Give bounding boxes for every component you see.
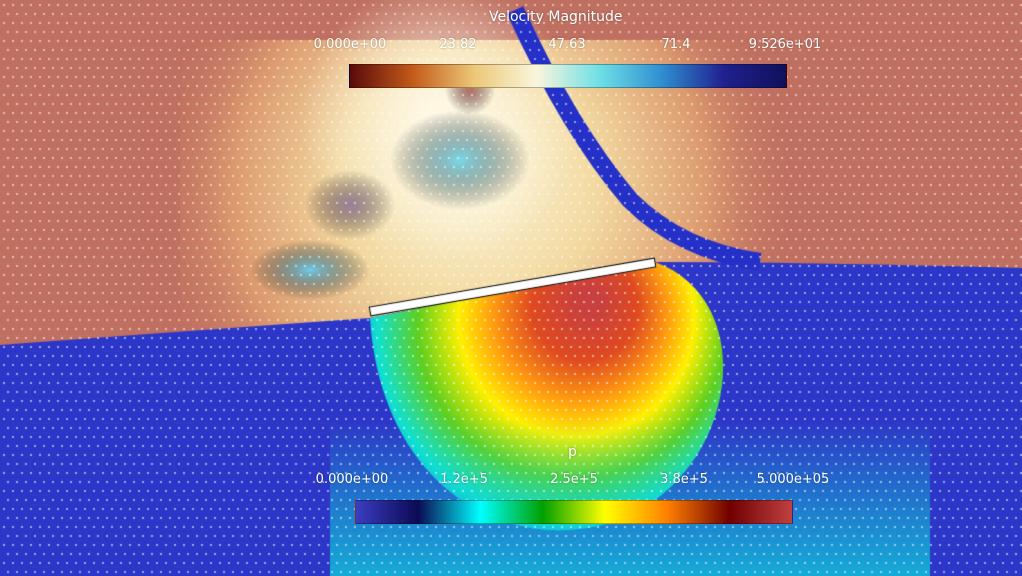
velocity-tick-2: 47.63 — [548, 37, 586, 52]
pressure-tick-0: 0.000e+00 — [315, 472, 389, 487]
velocity-tick-0: 0.000e+00 — [313, 37, 387, 52]
pressure-tick-1: 1.2e+5 — [440, 472, 488, 487]
pressure-tick-2: 2.5e+5 — [550, 472, 598, 487]
velocity-legend-title: Velocity Magnitude — [489, 9, 623, 25]
velocity-tick-1: 23.82 — [439, 37, 477, 52]
velocity-tick-3: 71.4 — [661, 37, 691, 52]
pressure-legend-title: p — [568, 444, 577, 460]
velocity-color-bar — [349, 64, 787, 88]
pressure-color-bar — [355, 500, 793, 524]
velocity-tick-4: 9.526e+01 — [748, 37, 822, 52]
pressure-tick-3: 3.8e+5 — [660, 472, 708, 487]
pressure-tick-4: 5.000e+05 — [756, 472, 830, 487]
